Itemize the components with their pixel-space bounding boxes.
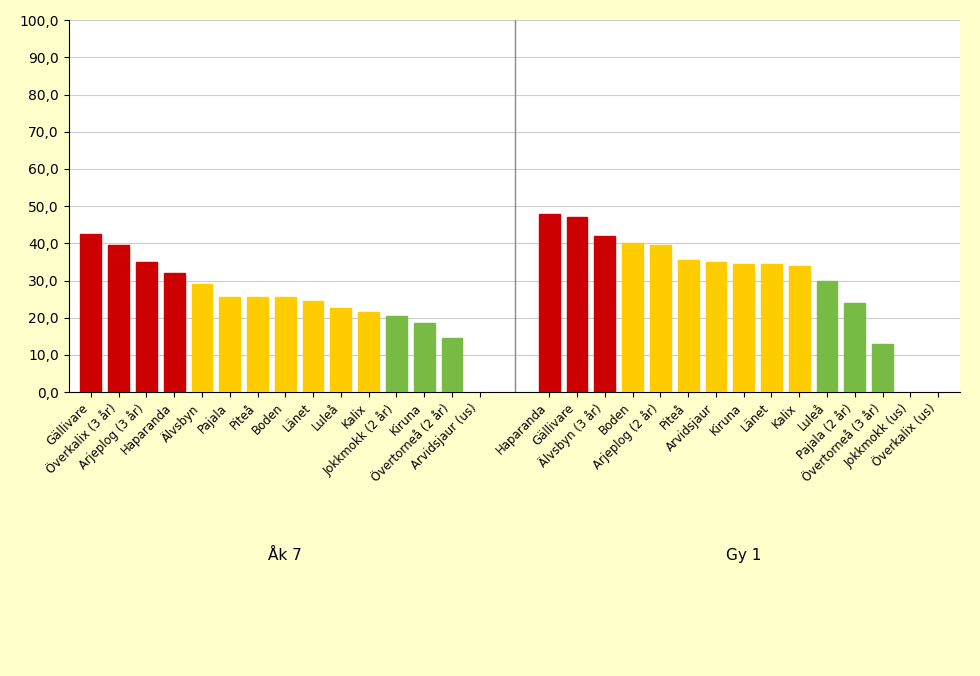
Bar (595, 236, 615, 392)
Bar (108, 245, 129, 392)
Bar (761, 264, 782, 392)
Bar (359, 312, 379, 392)
Bar (442, 338, 463, 392)
Bar (303, 301, 323, 392)
Bar (136, 262, 157, 392)
Text: Gy 1: Gy 1 (726, 548, 761, 563)
Bar (247, 297, 268, 392)
Bar (220, 297, 240, 392)
Bar (622, 243, 643, 392)
Bar (789, 266, 809, 392)
Bar (539, 214, 560, 392)
Bar (80, 234, 101, 392)
Bar (845, 303, 865, 392)
Bar (650, 245, 670, 392)
Bar (164, 273, 184, 392)
Bar (274, 297, 296, 392)
Bar (816, 281, 838, 392)
Bar (872, 344, 893, 392)
Bar (414, 323, 434, 392)
Bar (191, 285, 213, 392)
Bar (330, 308, 351, 392)
Bar (733, 264, 755, 392)
Text: Åk 7: Åk 7 (269, 548, 302, 563)
Bar (706, 262, 726, 392)
Bar (386, 316, 407, 392)
Bar (566, 218, 587, 392)
Bar (678, 260, 699, 392)
